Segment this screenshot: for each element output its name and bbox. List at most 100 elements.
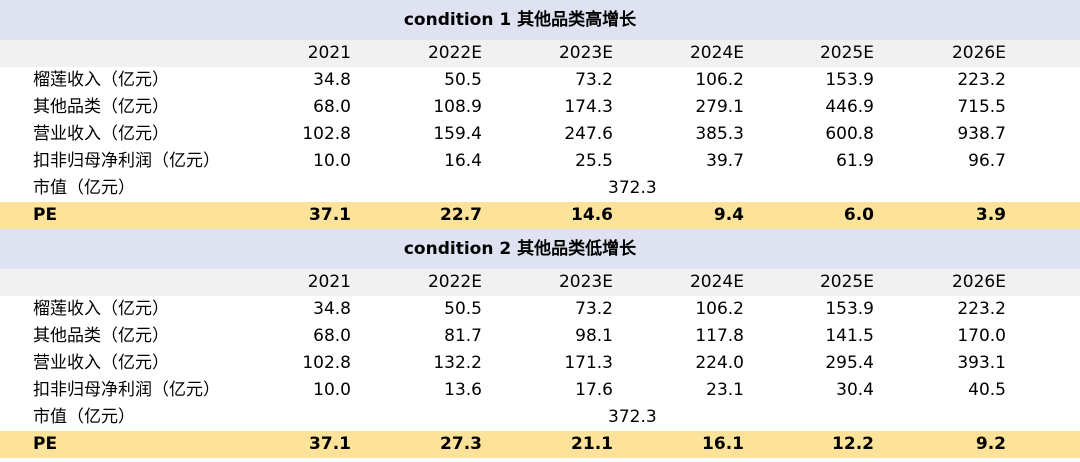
table-cell: 23.1 <box>706 380 744 400</box>
pe-cell: 37.1 <box>309 205 351 225</box>
table-cell: 98.1 <box>575 326 613 346</box>
table-row: 营业收入（亿元） 102.8 159.4 247.6 385.3 600.8 9… <box>0 121 1080 148</box>
pe-row: PE 37.1 22.7 14.6 9.4 6.0 3.9 <box>0 202 1080 229</box>
table-cell: 600.8 <box>825 124 874 144</box>
table-cell: 715.5 <box>957 97 1006 117</box>
row-label: 营业收入（亿元） <box>33 353 169 373</box>
row-label: 其他品类（亿元） <box>33 326 169 346</box>
section-title-row: condition 2 其他品类低增长 <box>0 229 1080 269</box>
table-cell: 17.6 <box>575 380 613 400</box>
year-header: 2026E <box>951 272 1006 292</box>
row-label: PE <box>33 205 58 225</box>
table-cell: 102.8 <box>302 353 351 373</box>
year-header: 2025E <box>819 272 874 292</box>
section-condition-1: condition 1 其他品类高增长 2021 2022E 2023E 202… <box>0 0 1080 229</box>
section-condition-2: condition 2 其他品类低增长 2021 2022E 2023E 202… <box>0 229 1080 458</box>
table-row: 榴莲收入（亿元） 34.8 50.5 73.2 106.2 153.9 223.… <box>0 296 1080 323</box>
table-cell: 50.5 <box>444 70 482 90</box>
year-header: 2021 <box>307 272 351 292</box>
table-row: 扣非归母净利润（亿元） 10.0 16.4 25.5 39.7 61.9 96.… <box>0 148 1080 175</box>
table-cell: 16.4 <box>444 151 482 171</box>
table-cell: 34.8 <box>313 299 351 319</box>
table-cell: 40.5 <box>968 380 1006 400</box>
pe-cell: 16.1 <box>702 434 744 454</box>
market-cap-row: 市值（亿元） 372.3 <box>0 404 1080 431</box>
table-cell: 108.9 <box>433 97 482 117</box>
table-row: 营业收入（亿元） 102.8 132.2 171.3 224.0 295.4 3… <box>0 350 1080 377</box>
table-cell: 106.2 <box>695 299 744 319</box>
table-row: 榴莲收入（亿元） 34.8 50.5 73.2 106.2 153.9 223.… <box>0 67 1080 94</box>
pe-cell: 9.2 <box>975 434 1006 454</box>
year-header: 2022E <box>427 43 482 63</box>
row-label: 市值（亿元） <box>33 178 135 198</box>
row-label: 榴莲收入（亿元） <box>33 299 169 319</box>
year-header: 2024E <box>689 43 744 63</box>
table-cell: 223.2 <box>957 70 1006 90</box>
year-header: 2023E <box>558 43 613 63</box>
market-cap-value: 372.3 <box>608 407 657 427</box>
table-cell: 10.0 <box>313 151 351 171</box>
table-cell: 102.8 <box>302 124 351 144</box>
table-cell: 141.5 <box>825 326 874 346</box>
pe-cell: 3.9 <box>975 205 1006 225</box>
row-label: 营业收入（亿元） <box>33 124 169 144</box>
table-cell: 159.4 <box>433 124 482 144</box>
table-row: 扣非归母净利润（亿元） 10.0 13.6 17.6 23.1 30.4 40.… <box>0 377 1080 404</box>
pe-cell: 22.7 <box>440 205 482 225</box>
table-cell: 13.6 <box>444 380 482 400</box>
pe-cell: 27.3 <box>440 434 482 454</box>
table-cell: 446.9 <box>825 97 874 117</box>
row-label: 扣非归母净利润（亿元） <box>33 380 220 400</box>
row-label: 市值（亿元） <box>33 407 135 427</box>
table-cell: 25.5 <box>575 151 613 171</box>
table-cell: 385.3 <box>695 124 744 144</box>
market-cap-value: 372.3 <box>608 178 657 198</box>
table-cell: 171.3 <box>564 353 613 373</box>
table-cell: 68.0 <box>313 326 351 346</box>
table-cell: 117.8 <box>695 326 744 346</box>
pe-cell: 21.1 <box>571 434 613 454</box>
table-cell: 10.0 <box>313 380 351 400</box>
table-cell: 61.9 <box>836 151 874 171</box>
row-label: 榴莲收入（亿元） <box>33 70 169 90</box>
pe-cell: 6.0 <box>843 205 874 225</box>
section-title-row: condition 1 其他品类高增长 <box>0 0 1080 40</box>
row-label: PE <box>33 434 58 454</box>
table-cell: 247.6 <box>564 124 613 144</box>
pe-cell: 37.1 <box>309 434 351 454</box>
year-header: 2024E <box>689 272 744 292</box>
table-cell: 73.2 <box>575 299 613 319</box>
pe-cell: 14.6 <box>571 205 613 225</box>
pe-cell: 9.4 <box>713 205 744 225</box>
table-cell: 279.1 <box>695 97 744 117</box>
year-header: 2026E <box>951 43 1006 63</box>
table-cell: 106.2 <box>695 70 744 90</box>
table-cell: 170.0 <box>957 326 1006 346</box>
table-cell: 68.0 <box>313 97 351 117</box>
table-cell: 153.9 <box>825 299 874 319</box>
year-header: 2022E <box>427 272 482 292</box>
year-header-row: 2021 2022E 2023E 2024E 2025E 2026E <box>0 40 1080 67</box>
market-cap-row: 市值（亿元） 372.3 <box>0 175 1080 202</box>
table-cell: 132.2 <box>433 353 482 373</box>
table-cell: 295.4 <box>825 353 874 373</box>
table-cell: 174.3 <box>564 97 613 117</box>
year-header: 2023E <box>558 272 613 292</box>
table-cell: 96.7 <box>968 151 1006 171</box>
year-header: 2025E <box>819 43 874 63</box>
table-cell: 81.7 <box>444 326 482 346</box>
section-title: condition 1 其他品类高增长 <box>403 10 637 30</box>
table-cell: 223.2 <box>957 299 1006 319</box>
table-cell: 34.8 <box>313 70 351 90</box>
year-header: 2021 <box>307 43 351 63</box>
row-label: 其他品类（亿元） <box>33 97 169 117</box>
table-cell: 39.7 <box>706 151 744 171</box>
row-label: 扣非归母净利润（亿元） <box>33 151 220 171</box>
section-title: condition 2 其他品类低增长 <box>403 239 637 259</box>
table-row: 其他品类（亿元） 68.0 81.7 98.1 117.8 141.5 170.… <box>0 323 1080 350</box>
year-header-row: 2021 2022E 2023E 2024E 2025E 2026E <box>0 269 1080 296</box>
table-cell: 73.2 <box>575 70 613 90</box>
table-cell: 224.0 <box>695 353 744 373</box>
table-cell: 393.1 <box>957 353 1006 373</box>
